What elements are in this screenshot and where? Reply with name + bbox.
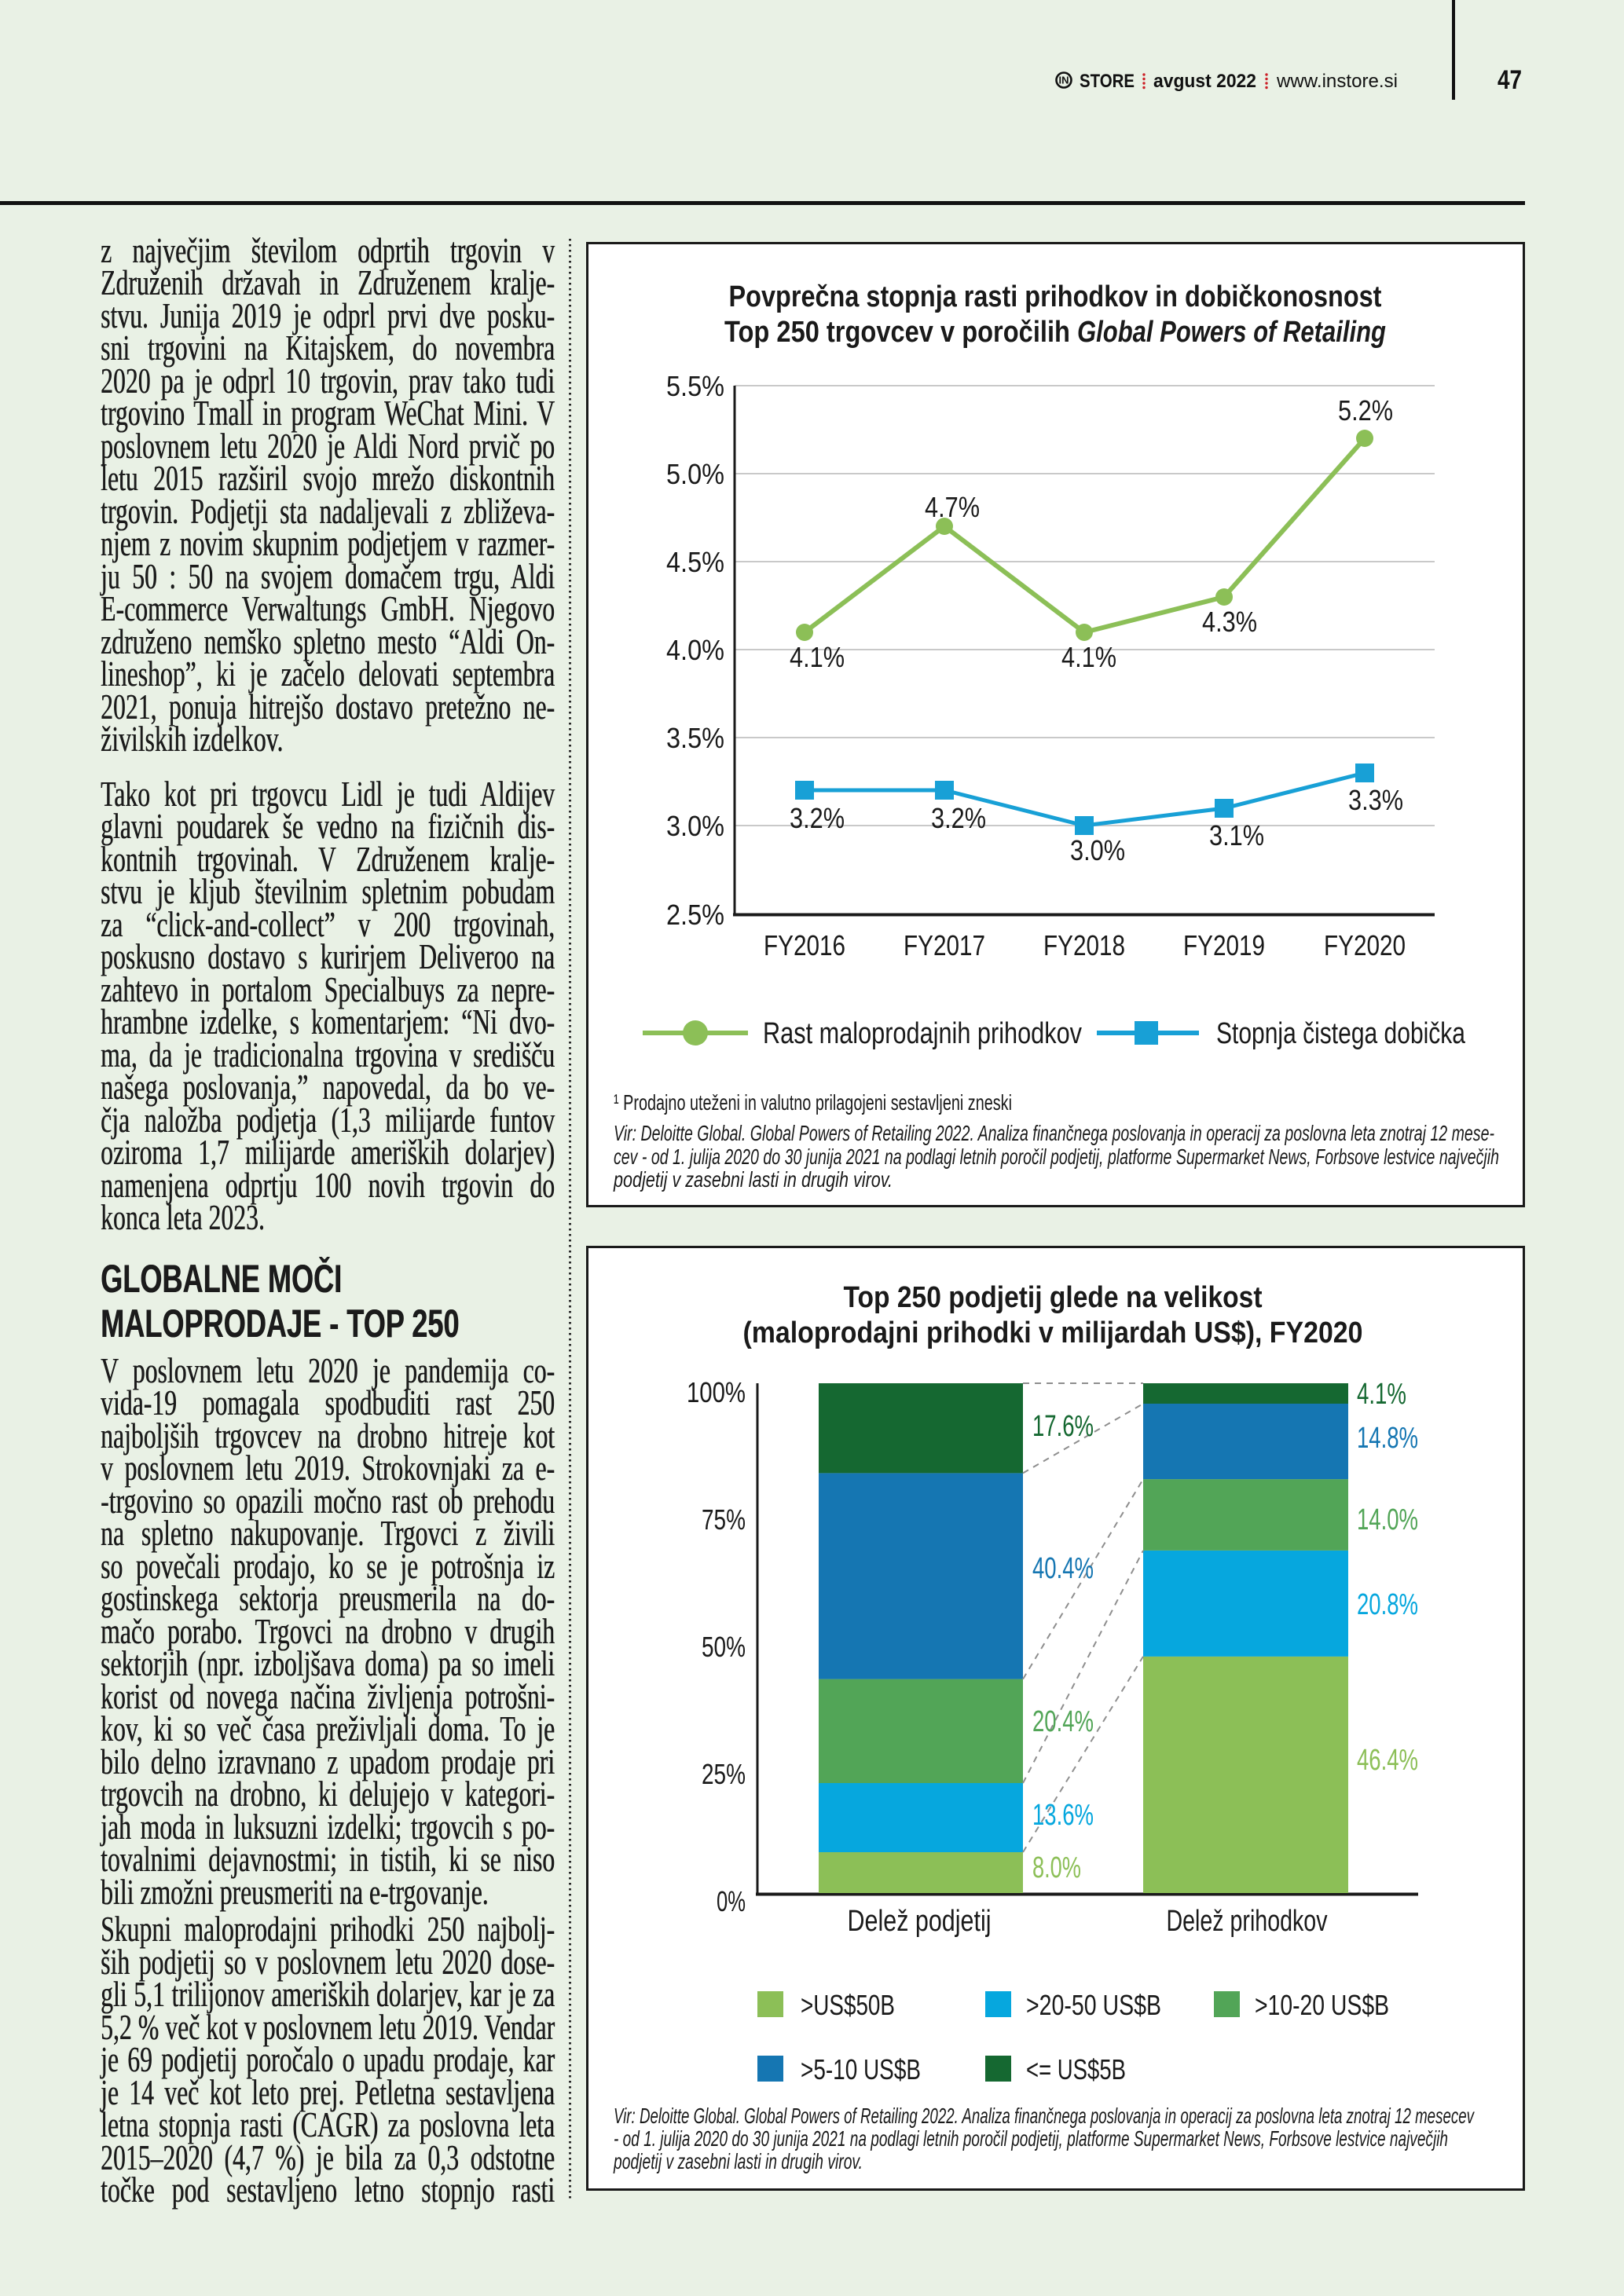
svg-text:3.0%: 3.0% [666, 810, 724, 842]
svg-text:Delež podjetij: Delež podjetij [848, 1905, 992, 1938]
svg-text:8.0%: 8.0% [1032, 1851, 1081, 1884]
svg-text:3.0%: 3.0% [1070, 834, 1125, 866]
svg-text:4.5%: 4.5% [666, 546, 724, 578]
svg-text:5.2%: 5.2% [1338, 394, 1393, 427]
svg-text:>10-20 US$B: >10-20 US$B [1255, 1989, 1389, 2021]
svg-text:>US$50B: >US$50B [801, 1989, 895, 2021]
svg-text:- od 1. julija 2020 do 30 juni: - od 1. julija 2020 do 30 junija 2021 na… [614, 2126, 1448, 2151]
svg-text:4.1%: 4.1% [1061, 641, 1116, 673]
svg-text:46.4%: 46.4% [1357, 1744, 1418, 1777]
svg-text:FY2016: FY2016 [764, 929, 845, 961]
svg-text:FY2020: FY2020 [1324, 929, 1406, 961]
svg-text:Top 250 podjetij glede na veli: Top 250 podjetij glede na velikost [844, 1281, 1263, 1314]
svg-text:50%: 50% [702, 1631, 746, 1663]
svg-text:3.2%: 3.2% [790, 802, 845, 834]
svg-text:Povprečna stopnja rasti prihod: Povprečna stopnja rasti prihodkov in dob… [729, 280, 1382, 313]
svg-text:0%: 0% [717, 1885, 746, 1917]
svg-text:Stopnja čistega dobička: Stopnja čistega dobička [1216, 1017, 1466, 1050]
svg-text:www.instore.si: www.instore.si [1276, 71, 1398, 92]
svg-text:Vir: Deloitte Global. Global P: Vir: Deloitte Global. Global Powers of R… [614, 1121, 1494, 1145]
svg-text:4.0%: 4.0% [666, 634, 724, 666]
svg-text:100%: 100% [687, 1376, 746, 1408]
svg-text:Global Powers of Retailing: Global Powers of Retailing [1077, 316, 1386, 349]
svg-text:3.5%: 3.5% [666, 722, 724, 754]
svg-text:>5-10 US$B: >5-10 US$B [801, 2053, 921, 2085]
svg-text:14.8%: 14.8% [1357, 1422, 1418, 1455]
svg-text:47: 47 [1498, 65, 1522, 95]
svg-text:4.1%: 4.1% [1357, 1378, 1406, 1411]
svg-text:Delež prihodkov: Delež prihodkov [1167, 1905, 1328, 1938]
svg-text:25%: 25% [702, 1758, 746, 1790]
svg-text:IN: IN [1059, 75, 1069, 86]
svg-text:Vir: Deloitte Global. Global P: Vir: Deloitte Global. Global Powers of R… [614, 2104, 1475, 2128]
svg-text:STORE: STORE [1080, 71, 1135, 92]
svg-text:4.1%: 4.1% [790, 641, 845, 673]
svg-text:>20-50 US$B: >20-50 US$B [1026, 1989, 1161, 2021]
svg-text:avgust 2022: avgust 2022 [1153, 71, 1256, 92]
svg-text:20.8%: 20.8% [1357, 1588, 1418, 1621]
svg-text:75%: 75% [702, 1503, 746, 1536]
svg-text:5.5%: 5.5% [666, 370, 724, 402]
svg-text:3.3%: 3.3% [1348, 784, 1403, 816]
svg-text:4.7%: 4.7% [925, 491, 980, 523]
svg-text:14.0%: 14.0% [1357, 1503, 1418, 1536]
svg-text:FY2019: FY2019 [1183, 929, 1265, 961]
svg-text:20.4%: 20.4% [1032, 1705, 1094, 1738]
svg-text:(maloprodajni prihodki v milij: (maloprodajni prihodki v milijardah US$)… [743, 1316, 1363, 1349]
svg-text:podjetij v zasebni lasti in dr: podjetij v zasebni lasti in drugih virov… [613, 2149, 863, 2173]
svg-text:13.6%: 13.6% [1032, 1799, 1094, 1832]
svg-text:Top 250 trgovcev v poročilih: Top 250 trgovcev v poročilih [724, 316, 1077, 349]
svg-text:cev - od 1. julija 2020 do 30: cev - od 1. julija 2020 do 30 junija 202… [614, 1144, 1499, 1169]
svg-text:4.3%: 4.3% [1202, 606, 1257, 638]
svg-text:Rast maloprodajnih prihodkov: Rast maloprodajnih prihodkov [763, 1017, 1082, 1050]
svg-text:5.0%: 5.0% [666, 458, 724, 490]
svg-text:17.6%: 17.6% [1032, 1410, 1094, 1443]
svg-text:2.5%: 2.5% [666, 899, 724, 931]
svg-text:¹ Prodajno uteženi in valutno: ¹ Prodajno uteženi in valutno prilagojen… [614, 1090, 1012, 1115]
svg-text:40.4%: 40.4% [1032, 1552, 1094, 1585]
svg-text:3.1%: 3.1% [1209, 819, 1264, 851]
svg-text:FY2017: FY2017 [904, 929, 985, 961]
svg-text:FY2018: FY2018 [1043, 929, 1125, 961]
svg-text:podjetij v zasebni lasti in dr: podjetij v zasebni lasti in drugih virov… [613, 1167, 893, 1192]
svg-text:3.2%: 3.2% [931, 802, 986, 834]
svg-text:<= US$5B: <= US$5B [1026, 2053, 1126, 2085]
